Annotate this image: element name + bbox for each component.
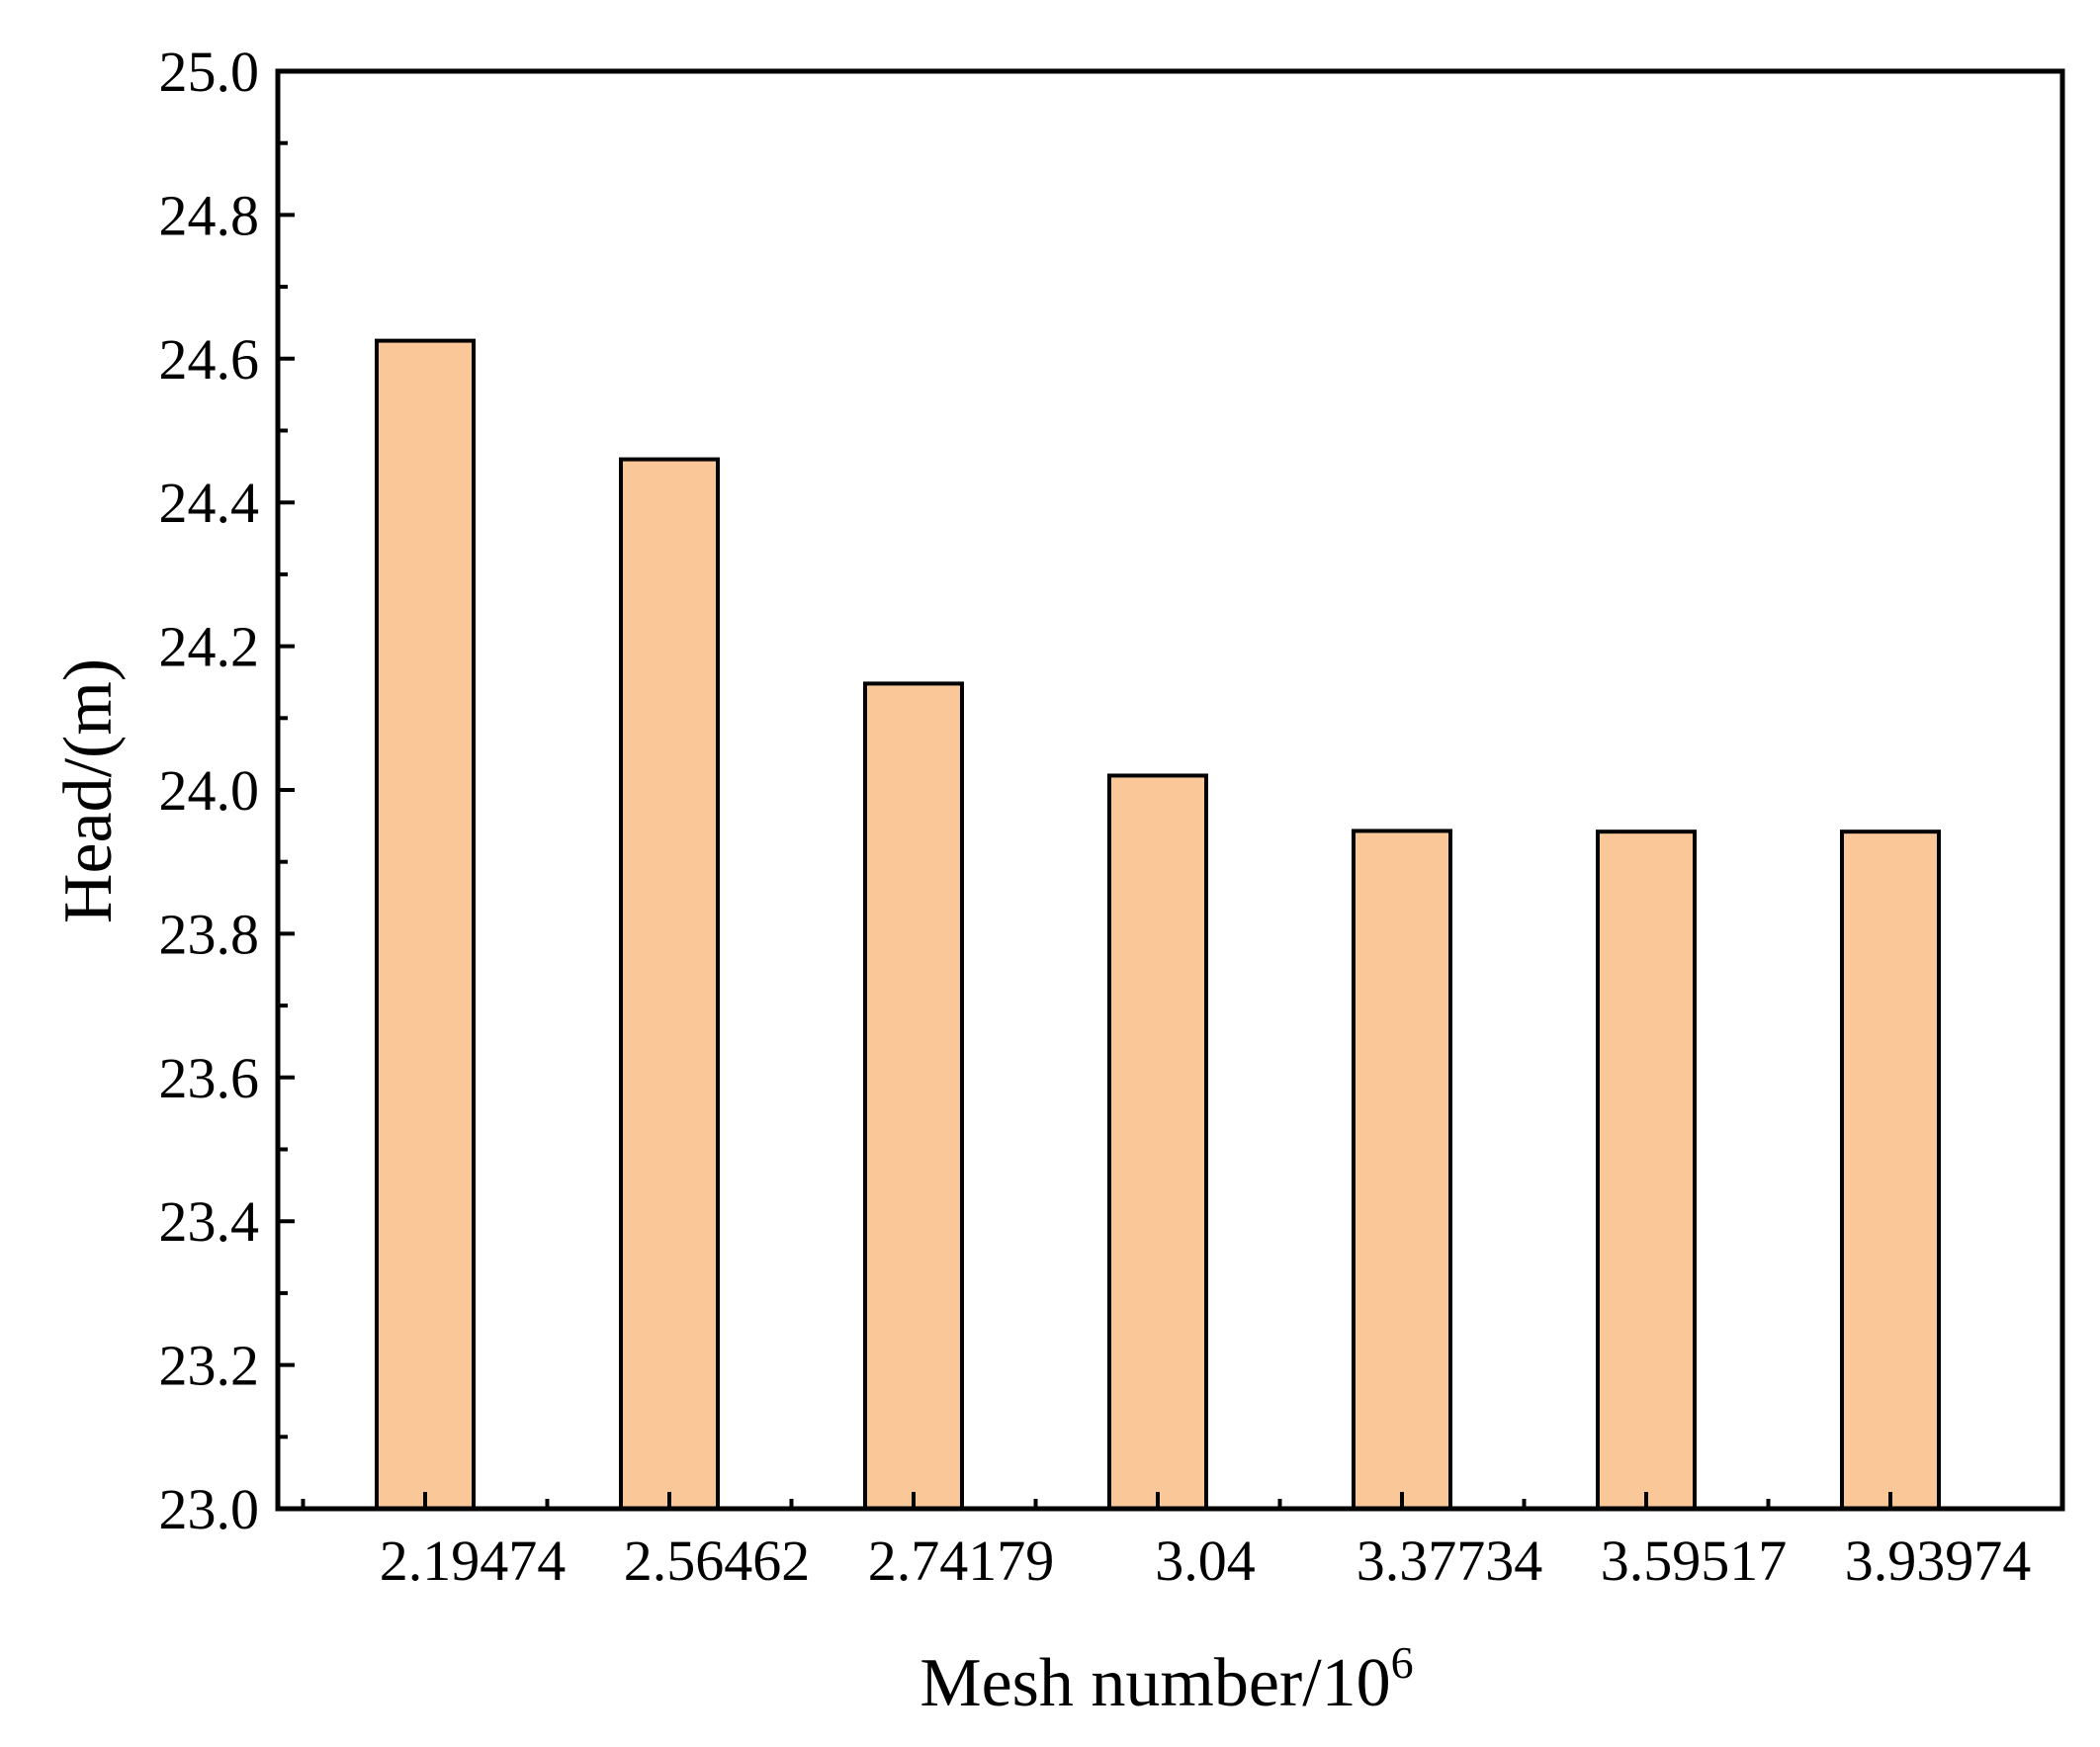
y-tick-label: 25.0 <box>159 40 260 104</box>
bar <box>619 457 720 1512</box>
bar <box>375 338 476 1511</box>
x-tick-label: 2.19474 <box>380 1529 567 1593</box>
y-tick-label: 23.4 <box>159 1189 260 1254</box>
x-axis-title-text: Mesh number/10 <box>919 1645 1390 1721</box>
x-tick-label: 2.74179 <box>868 1529 1055 1593</box>
bar <box>1352 829 1452 1511</box>
x-tick-label: 3.04 <box>1155 1529 1256 1593</box>
y-tick-label: 23.8 <box>159 902 260 966</box>
bar <box>1107 773 1208 1511</box>
bars-group <box>375 338 1941 1512</box>
x-tick-label: 3.59517 <box>1601 1529 1788 1593</box>
x-tick-label: 3.37734 <box>1356 1529 1543 1593</box>
bar <box>1840 830 1941 1511</box>
y-tick-label: 23.6 <box>159 1046 260 1110</box>
y-tick-label: 23.2 <box>159 1334 260 1398</box>
y-axis: 23.0 23.2 23.4 23.6 23.8 24.0 24.2 24.4 24.6 24.8… <box>159 40 295 1541</box>
bar <box>1596 830 1697 1511</box>
y-tick-label: 24.2 <box>159 615 260 679</box>
x-tick-label: 2.56462 <box>624 1529 811 1593</box>
y-tick-label: 24.0 <box>159 758 260 823</box>
x-axis-title: Mesh number/106 <box>919 1637 1413 1721</box>
y-axis-title: Head/(m) <box>50 658 127 923</box>
x-axis-title-superscript: 6 <box>1391 1637 1414 1688</box>
bar <box>863 681 964 1511</box>
x-axis: 2.19474 2.56462 2.74179 3.04 3.37734 3.59517 3… <box>301 1492 2032 1593</box>
y-tick-label: 24.8 <box>159 183 260 247</box>
y-tick-label: 24.6 <box>159 327 260 392</box>
x-tick-label: 3.93974 <box>1845 1529 2032 1593</box>
y-tick-label: 23.0 <box>159 1477 260 1541</box>
y-tick-label: 24.4 <box>159 471 260 535</box>
